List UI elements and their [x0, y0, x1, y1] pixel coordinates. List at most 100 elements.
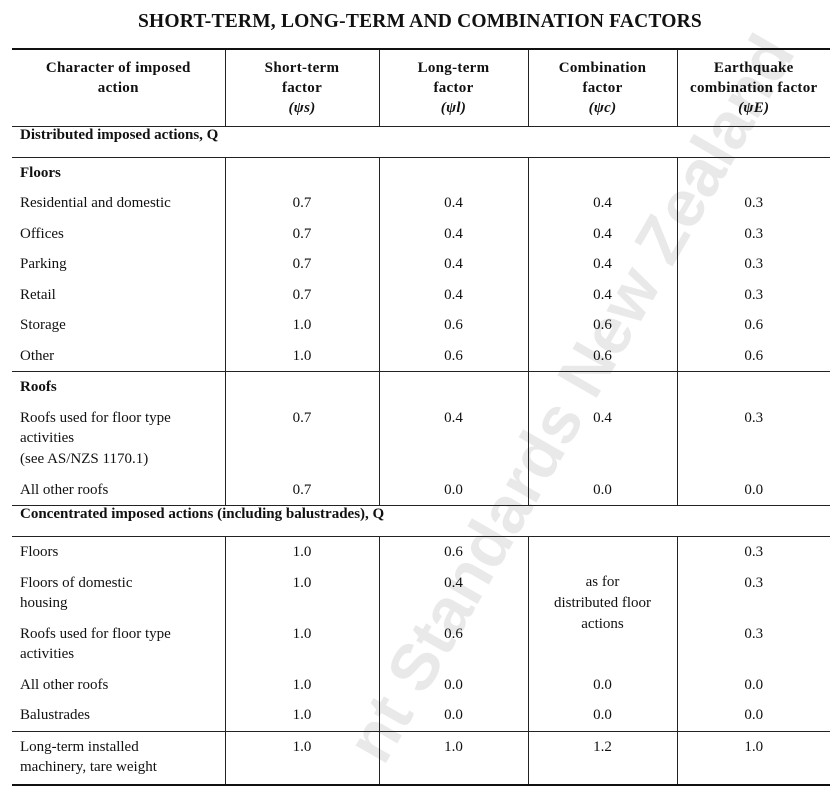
value: 0.4 [444, 409, 463, 426]
value: 1.0 [292, 347, 312, 364]
header-line: factor [582, 80, 623, 96]
section-label: Concentrated imposed actions (including … [12, 505, 830, 537]
section-label: Distributed imposed actions, Q [12, 126, 830, 158]
merged-line: actions [581, 616, 624, 632]
section-concentrated: Concentrated imposed actions (including … [12, 505, 830, 537]
value: 0.6 [593, 347, 612, 364]
value: 1.0 [292, 707, 312, 723]
floors-long-term: 0.4 0.4 0.4 0.4 0.6 0.6 [378, 157, 528, 372]
value: 1.0 [292, 676, 312, 693]
header-line: Earthquake [713, 60, 794, 76]
floors-heading: Floors [20, 164, 61, 181]
value: 0.4 [593, 195, 612, 211]
machinery-label: Long-term installed machinery, tare weig… [12, 731, 225, 785]
header-line: Combination [558, 60, 647, 76]
roofs-combination: 0.4 0.0 [527, 371, 677, 506]
value: 0.3 [744, 256, 764, 272]
header-line: factor [433, 80, 474, 96]
header-symbol: (ψc) [588, 100, 617, 116]
machinery-short-term: 1.0 [224, 731, 379, 785]
value: 0.7 [292, 481, 312, 498]
header-line: Character of imposed [45, 60, 191, 76]
value: 1.0 [292, 574, 312, 591]
header-character: Character of imposed action [12, 49, 225, 126]
value: 0.0 [744, 707, 764, 723]
header-line: combination factor [690, 80, 818, 96]
conc-long-term: 0.6 0.4 0.6 0.0 0.0 [378, 536, 528, 731]
value: 0.4 [444, 225, 463, 242]
floors-earthquake: 0.3 0.3 0.3 0.3 0.6 0.6 [676, 157, 830, 372]
header-symbol: (ψl) [440, 100, 467, 116]
value: 0.4 [444, 574, 463, 591]
row-label: machinery, tare weight [20, 759, 157, 775]
roofs-long-term: 0.4 0.0 [378, 371, 528, 506]
value: 0.3 [744, 225, 764, 242]
concentrated-group: Floors Floors of domestic housing Roofs … [12, 536, 830, 732]
value: 0.6 [744, 317, 764, 333]
conc-labels: Floors Floors of domestic housing Roofs … [12, 537, 225, 732]
conc-short-term: 1.0 1.0 1.0 1.0 1.0 [224, 536, 379, 731]
value: 0.3 [744, 574, 764, 591]
value: 0.6 [444, 544, 463, 560]
merged-combination: as for distributed floor actions [529, 537, 677, 670]
row-label: All other roofs [20, 676, 109, 693]
value: 0.4 [593, 286, 612, 303]
value: 0.0 [444, 481, 463, 498]
value: 0.6 [444, 317, 463, 333]
header-symbol: (ψE) [738, 100, 770, 116]
value: 1.0 [292, 625, 312, 642]
value: 0.3 [744, 409, 764, 426]
row-label: Other [20, 347, 55, 364]
floors-group: Floors Residential and domestic Offices … [12, 157, 830, 372]
value: 0.6 [593, 317, 612, 333]
machinery-row: Long-term installed machinery, tare weig… [12, 731, 830, 785]
value: 0.6 [444, 347, 463, 364]
row-label: (see AS/NZS 1170.1) [20, 450, 149, 467]
value: 0.0 [744, 481, 764, 498]
value: 0.7 [292, 286, 312, 303]
value: 0.3 [744, 625, 764, 642]
row-label: Long-term installed [20, 738, 139, 755]
value: 1.0 [292, 544, 312, 560]
header-line: action [97, 80, 139, 96]
header-line: Short-term [264, 60, 340, 76]
value: 0.0 [593, 481, 612, 498]
floors-labels: Floors Residential and domestic Offices … [12, 157, 225, 372]
value: 0.4 [444, 195, 463, 211]
roofs-short-term: 0.7 0.7 [224, 371, 379, 506]
value: 0.3 [744, 286, 764, 303]
row-label: Balustrades [20, 707, 90, 723]
row-label: Residential and domestic [20, 195, 171, 211]
roofs-heading: Roofs [20, 379, 57, 395]
row-label: Floors [20, 544, 59, 560]
machinery-long-term: 1.0 [378, 731, 528, 785]
value: 0.4 [593, 256, 612, 272]
machinery-earthquake: 1.0 [676, 731, 830, 785]
header-row: Character of imposed action Short-term f… [12, 49, 830, 126]
machinery-combination: 1.2 [527, 731, 677, 785]
value: 1.0 [744, 738, 764, 755]
conc-earthquake: 0.3 0.3 0.3 0.0 0.0 [676, 536, 830, 731]
value: 0.7 [292, 225, 312, 242]
value: 0.3 [744, 195, 764, 211]
header-line: factor [281, 80, 323, 96]
header-long-term: Long-term factor (ψl) [378, 49, 528, 126]
header-earthquake: Earthquake combination factor (ψE) [676, 49, 830, 126]
value: 0.0 [593, 676, 612, 693]
value: 0.4 [444, 256, 463, 272]
header-symbol: (ψs) [288, 100, 316, 116]
row-label: Roofs used for floor type [20, 409, 171, 426]
row-label: Offices [20, 225, 64, 242]
value: 0.4 [593, 409, 612, 426]
row-label: activities [20, 430, 75, 446]
value: 0.4 [444, 286, 463, 303]
value: 0.6 [444, 625, 463, 642]
value: 0.0 [744, 676, 764, 693]
header-line: Long-term [417, 60, 490, 76]
value: 0.4 [593, 225, 612, 242]
value: 0.0 [444, 676, 463, 693]
row-label: activities [20, 646, 75, 662]
row-label: housing [20, 595, 68, 611]
row-label: Retail [20, 286, 56, 303]
value: 0.3 [744, 544, 764, 560]
